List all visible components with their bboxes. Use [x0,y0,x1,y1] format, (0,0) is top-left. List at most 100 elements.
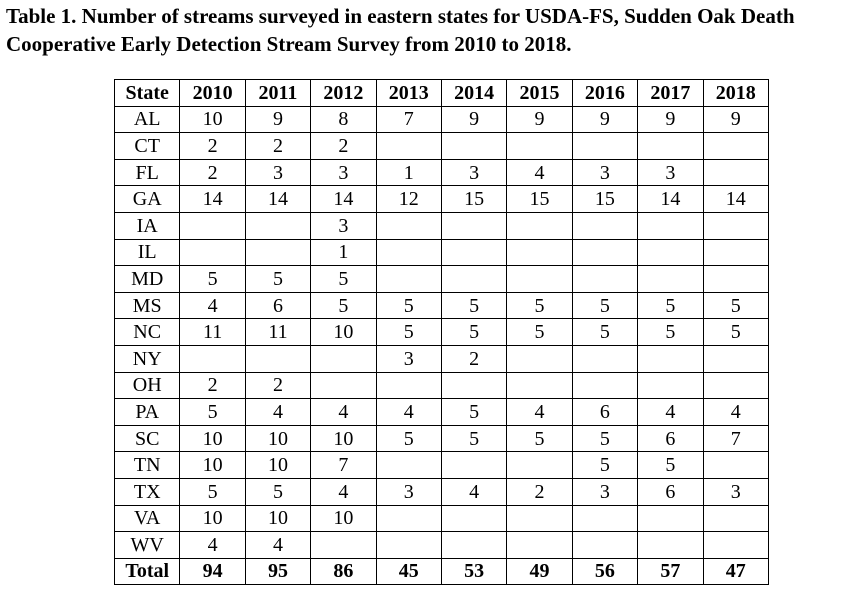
state-cell: VA [113,504,181,533]
count-cell [571,371,639,400]
count-cell: 3 [571,158,639,187]
table-row: IA 3 [113,211,770,240]
count-cell: 1 [310,238,377,267]
count-cell: 7 [310,451,377,479]
count-cell [179,211,246,240]
state-cell: OH [113,371,181,400]
count-cell: 3 [702,477,770,506]
table-body: AL 10 9 8 7 9 9 9 9 9 CT 2 2 2 FL 2 3 3 1 3 4 3 3 GA 14 14 14 12 15 1… [113,105,770,586]
count-cell: 5 [506,291,573,320]
state-cell: CT [113,132,181,160]
count-cell: 2 [179,132,246,160]
total-cell: 49 [506,557,573,586]
table-row: AL 10 9 8 7 9 9 9 9 9 [113,105,770,134]
count-cell: 5 [375,291,442,320]
count-cell [702,371,770,400]
state-cell: TX [113,477,181,506]
count-cell: 15 [571,185,639,213]
count-cell: 4 [702,398,770,426]
count-cell [440,371,508,400]
count-cell: 5 [310,265,377,293]
state-cell: AL [113,105,181,134]
table-row: WV 4 4 [113,531,770,559]
header-cell-year: 2014 [440,79,508,107]
count-cell: 4 [179,291,246,320]
count-cell: 3 [637,158,704,187]
count-cell [506,265,573,293]
count-cell [375,132,442,160]
table-row: IL 1 [113,238,770,267]
count-cell: 5 [375,424,442,453]
total-cell: 86 [310,557,377,586]
count-cell: 11 [179,318,246,346]
count-cell: 10 [179,105,246,134]
count-cell: 10 [310,424,377,453]
count-cell [571,344,639,373]
count-cell: 15 [440,185,508,213]
count-cell: 9 [702,105,770,134]
state-cell: MS [113,291,181,320]
count-cell: 1 [375,158,442,187]
count-cell: 10 [310,318,377,346]
count-cell: 5 [440,318,508,346]
table-row: SC 10 10 10 5 5 5 5 6 7 [113,424,770,453]
count-cell: 7 [702,424,770,453]
count-cell [440,265,508,293]
total-cell: 47 [702,557,770,586]
header-cell-year: 2010 [179,79,246,107]
count-cell: 5 [179,477,246,506]
count-cell: 5 [702,318,770,346]
table-header: State 2010 2011 2012 2013 2014 2015 2016 2017 201… [113,79,770,107]
count-cell [375,238,442,267]
table-caption: Table 1. Number of streams surveyed in e… [6,2,852,58]
state-cell: IL [113,238,181,267]
count-cell [637,504,704,533]
count-cell: 3 [310,211,377,240]
state-cell: GA [113,185,181,213]
total-cell: 53 [440,557,508,586]
count-cell: 4 [375,398,442,426]
streams-table: State 2010 2011 2012 2013 2014 2015 2016 2017 201… [113,79,770,586]
count-cell: 2 [506,477,573,506]
count-cell: 5 [440,424,508,453]
count-cell: 5 [310,291,377,320]
count-cell [506,371,573,400]
count-cell [702,531,770,559]
table-row: TX 5 5 4 3 4 2 3 6 3 [113,477,770,506]
count-cell [637,265,704,293]
count-cell: 4 [310,477,377,506]
count-cell [637,132,704,160]
count-cell: 9 [440,105,508,134]
count-cell [571,504,639,533]
count-cell: 3 [375,477,442,506]
count-cell: 5 [244,265,312,293]
total-cell: 56 [571,557,639,586]
count-cell [702,211,770,240]
state-cell: NC [113,318,181,346]
count-cell: 5 [244,477,312,506]
table-row: MD 5 5 5 [113,265,770,293]
count-cell: 5 [571,291,639,320]
count-cell [506,531,573,559]
header-cell-year: 2016 [571,79,639,107]
count-cell: 7 [375,105,442,134]
count-cell [506,504,573,533]
count-cell [375,451,442,479]
count-cell: 5 [506,318,573,346]
table-row: PA 5 4 4 4 5 4 6 4 4 [113,398,770,426]
count-cell [637,371,704,400]
count-cell: 4 [506,398,573,426]
count-cell [244,238,312,267]
count-cell: 5 [637,451,704,479]
count-cell: 5 [637,318,704,346]
count-cell: 10 [244,424,312,453]
count-cell: 9 [506,105,573,134]
state-cell: MD [113,265,181,293]
count-cell: 10 [179,451,246,479]
state-cell: WV [113,531,181,559]
count-cell: 10 [310,504,377,533]
table-row: MS 4 6 5 5 5 5 5 5 5 [113,291,770,320]
count-cell [310,344,377,373]
count-cell: 5 [571,318,639,346]
count-cell: 3 [440,158,508,187]
